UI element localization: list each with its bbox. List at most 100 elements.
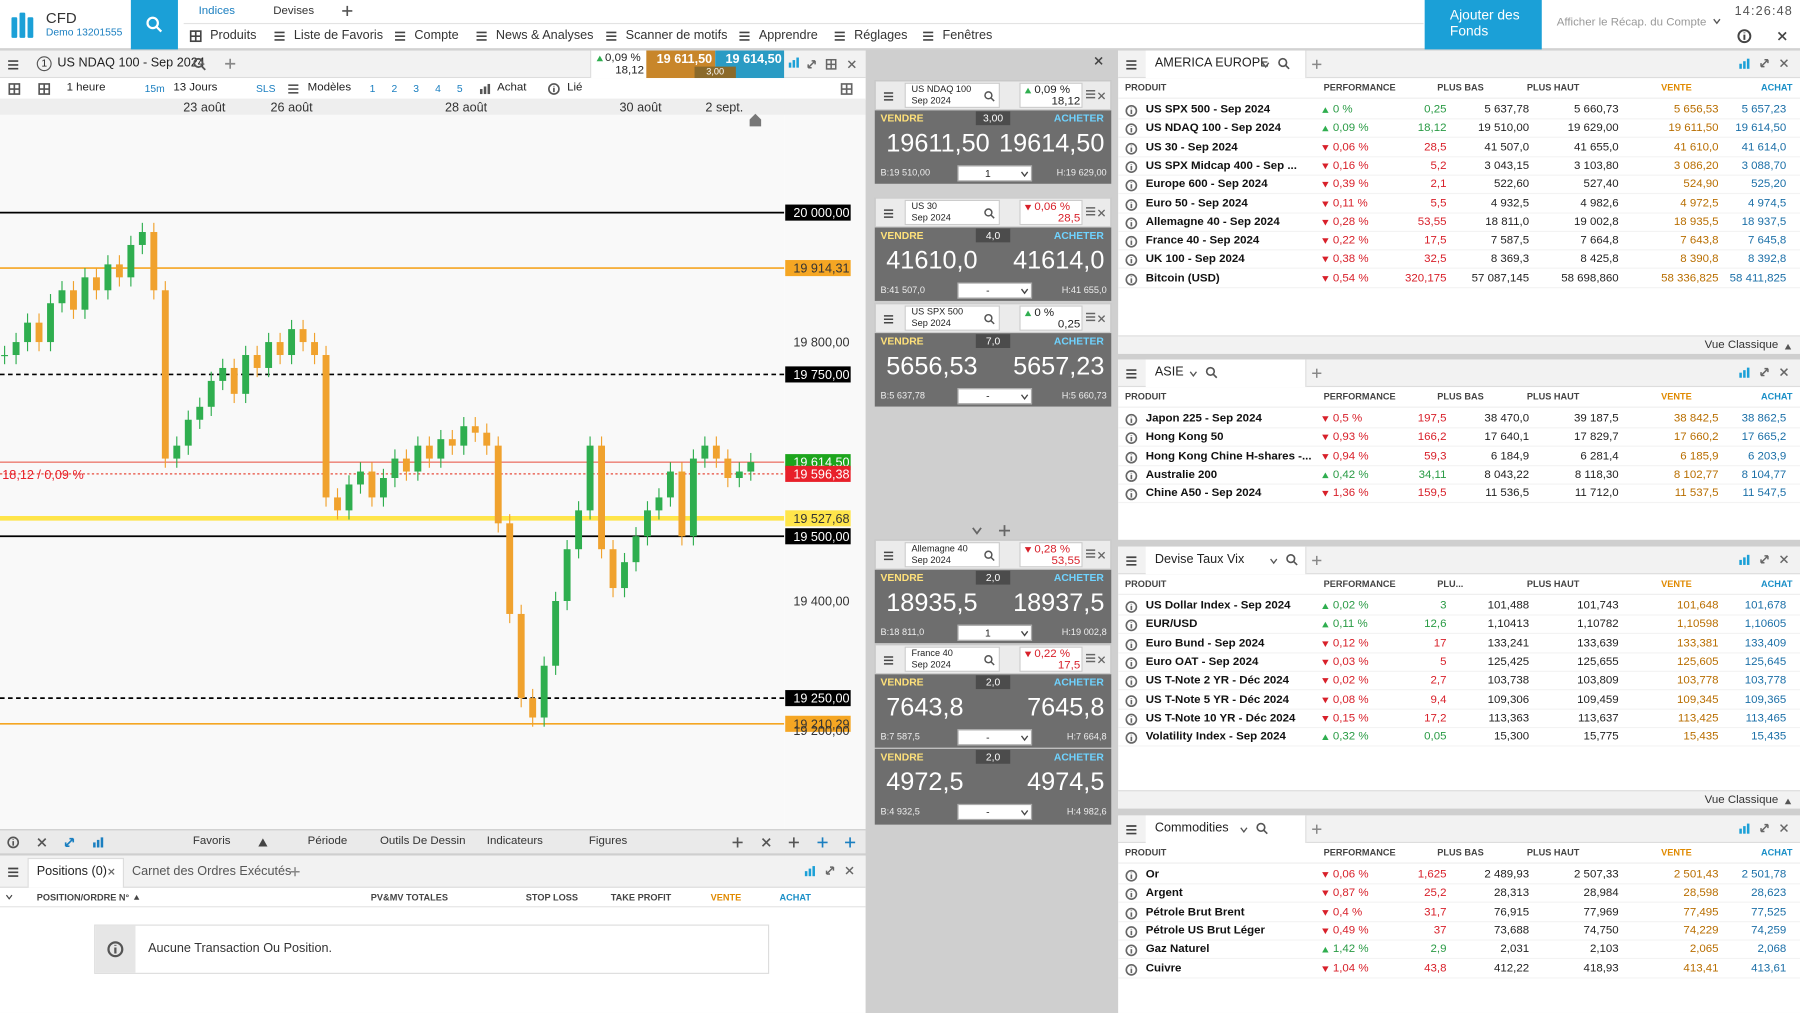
plus-icon[interactable] bbox=[289, 866, 300, 877]
side[interactable]: Achat bbox=[497, 81, 527, 95]
ticket-sell-button[interactable]: 5656,53 bbox=[877, 349, 992, 383]
ticket-sell-button[interactable]: 7643,8 bbox=[877, 690, 992, 724]
watchlist-row[interactable]: Euro 50 - Sep 2024 0,11 % 5,5 4 932,5 4 982,… bbox=[1118, 195, 1800, 214]
plus-icon[interactable] bbox=[731, 836, 744, 849]
account-recap[interactable]: Afficher le Récap. du Compte bbox=[1556, 16, 1707, 29]
add-funds-button[interactable]: Ajouter des Fonds bbox=[1424, 0, 1542, 50]
close-icon[interactable] bbox=[1778, 57, 1789, 68]
plus-icon[interactable] bbox=[1311, 59, 1322, 70]
close-icon[interactable] bbox=[107, 867, 116, 876]
toolbar-button[interactable]: Favoris bbox=[192, 834, 231, 848]
watchlist-row[interactable]: US NDAQ 100 - Sep 2024 0,09 % 18,12 19 510,… bbox=[1118, 120, 1800, 139]
watchlist-row[interactable]: Chine A50 - Sep 2024 1,36 % 159,5 11 536,5 1… bbox=[1118, 485, 1800, 504]
quantity-input[interactable]: - bbox=[957, 803, 1033, 821]
toolbar-button[interactable]: Figures bbox=[588, 834, 628, 848]
watchlist-row[interactable]: Euro Bund - Sep 2024 0,12 % 17 133,241 133,6… bbox=[1118, 635, 1800, 654]
close-icon[interactable] bbox=[844, 865, 855, 876]
watchlist-row[interactable]: France 40 - Sep 2024 0,22 % 17,5 7 587,5 7 6… bbox=[1118, 232, 1800, 251]
ticket-sell-button[interactable]: 18935,5 bbox=[877, 586, 992, 620]
plus-icon[interactable] bbox=[341, 5, 354, 18]
slot-button[interactable]: 1 bbox=[369, 82, 376, 95]
ticket-buy-button[interactable]: 18937,5 bbox=[994, 586, 1109, 620]
watchlist-row[interactable]: Bitcoin (USD) 0,54 % 320,175 57 087,145 58 6… bbox=[1118, 270, 1800, 288]
tab[interactable]: Carnet des Ordres Exécutés bbox=[132, 864, 292, 879]
watchlist-row[interactable]: US 30 - Sep 2024 0,06 % 28,5 41 507,0 41 655… bbox=[1118, 139, 1800, 157]
plus-icon[interactable] bbox=[788, 836, 801, 849]
watchlist-row[interactable]: US SPX Midcap 400 - Sep ... 0,16 % 5,2 3 04… bbox=[1118, 157, 1800, 176]
watchlist-row[interactable]: Or 0,06 % 1,625 2 489,93 2 507,33 2 501,43 2 5… bbox=[1118, 866, 1800, 885]
slot-button[interactable]: 5 bbox=[456, 82, 463, 95]
watchlist-row[interactable]: US T-Note 5 YR - Déc 2024 0,08 % 9,4 109,30… bbox=[1118, 691, 1800, 710]
ticket-buy-button[interactable]: 7645,8 bbox=[994, 690, 1109, 724]
ticket-buy-button[interactable]: 5657,23 bbox=[994, 349, 1109, 383]
close-icon[interactable] bbox=[1778, 366, 1789, 377]
watchlist-row[interactable]: Cuivre 1,04 % 43,8 412,22 418,93 413,41 413,61 bbox=[1118, 960, 1800, 978]
watchlist-row[interactable]: Gaz Naturel 1,42 % 2,9 2,031 2,103 2,065 2,068 bbox=[1118, 941, 1800, 960]
plus-icon[interactable] bbox=[224, 57, 237, 70]
watchlist-row[interactable]: US SPX 500 - Sep 2024 0 % 0,25 5 637,78 5 66… bbox=[1118, 101, 1800, 120]
watchlist-row[interactable]: EUR/USD 0,11 % 12,6 1,10413 1,10782 1,10598 1,… bbox=[1118, 616, 1800, 635]
watchlist-row[interactable]: UK 100 - Sep 2024 0,38 % 32,5 8 369,3 8 425,… bbox=[1118, 251, 1800, 270]
plus-icon[interactable] bbox=[816, 836, 829, 849]
close-icon[interactable] bbox=[1096, 314, 1106, 324]
tab[interactable]: Indices bbox=[198, 4, 235, 18]
close-icon[interactable] bbox=[1096, 208, 1106, 218]
quantity-input[interactable]: 1 bbox=[957, 624, 1033, 641]
tickets-close[interactable] bbox=[1091, 53, 1107, 69]
watchlist-row[interactable]: Japon 225 - Sep 2024 0,5 % 197,5 38 470,0 39… bbox=[1118, 410, 1800, 429]
plus-icon[interactable] bbox=[1311, 555, 1322, 566]
menu-item[interactable]: Fenêtres bbox=[942, 28, 993, 43]
ticket-buy-button[interactable]: 41614,0 bbox=[994, 243, 1109, 277]
watchlist-row[interactable]: US T-Note 10 YR - Déc 2024 0,15 % 17,2 113,… bbox=[1118, 710, 1800, 728]
watchlist-name[interactable]: AMERICA EUROPE bbox=[1154, 56, 1269, 71]
plus-icon[interactable] bbox=[1311, 368, 1322, 379]
watchlist-row[interactable]: Hong Kong 50 0,93 % 166,2 17 640,1 17 829,7 1… bbox=[1118, 429, 1800, 448]
watchlist-row[interactable]: Hong Kong Chine H-shares -... 0,94 % 59,3 6… bbox=[1118, 447, 1800, 466]
watchlist-row[interactable]: Volatility Index - Sep 2024 0,32 % 0,05 15,… bbox=[1118, 728, 1800, 747]
quantity-input[interactable]: - bbox=[957, 282, 1033, 299]
watchlist-row[interactable]: Euro OAT - Sep 2024 0,03 % 5 125,425 125,655… bbox=[1118, 653, 1800, 672]
close-icon[interactable] bbox=[1096, 550, 1106, 560]
quantity-input[interactable]: 1 bbox=[957, 165, 1033, 182]
menu-item[interactable]: Scanner de motifs bbox=[625, 28, 728, 43]
ticket-sell-button[interactable]: 41610,0 bbox=[877, 243, 992, 277]
tab[interactable]: Positions (0) bbox=[36, 864, 107, 879]
toolbar-button[interactable]: Outils De Dessin bbox=[379, 834, 466, 848]
close-icon[interactable] bbox=[1096, 91, 1106, 101]
slot-button[interactable]: 4 bbox=[435, 82, 441, 95]
watchlist-row[interactable]: US Dollar Index - Sep 2024 0,02 % 3 101,488… bbox=[1118, 597, 1800, 616]
close-icon[interactable] bbox=[1778, 822, 1789, 833]
slot-button[interactable]: 2 bbox=[391, 82, 398, 95]
menu-item[interactable]: Produits bbox=[210, 28, 257, 43]
slot-button[interactable]: 3 bbox=[413, 82, 420, 95]
models[interactable]: Modèles bbox=[307, 81, 352, 95]
watchlist-row[interactable]: Pétrole Brut Brent 0,4 % 31,7 76,915 77,969 7… bbox=[1118, 903, 1800, 922]
toolbar-button[interactable]: Période bbox=[307, 834, 348, 848]
menu-item[interactable]: News & Analyses bbox=[495, 28, 594, 43]
plus-icon[interactable] bbox=[844, 836, 857, 849]
link[interactable]: Lié bbox=[567, 81, 583, 95]
range[interactable]: 13 Jours bbox=[173, 81, 218, 95]
buy-box[interactable]: 19 614,50 bbox=[715, 50, 785, 79]
search-button[interactable] bbox=[130, 0, 178, 50]
menu-item[interactable]: Compte bbox=[414, 28, 459, 43]
menu-item[interactable]: Réglages bbox=[854, 28, 908, 43]
interval[interactable]: 15m bbox=[144, 82, 165, 95]
watchlist-row[interactable]: Allemagne 40 - Sep 2024 0,28 % 53,55 18 811… bbox=[1118, 213, 1800, 232]
close-icon[interactable] bbox=[1776, 30, 1789, 43]
plus-icon[interactable] bbox=[1311, 823, 1322, 834]
watchlist-name[interactable]: Commodities bbox=[1154, 821, 1229, 835]
period[interactable]: 1 heure bbox=[66, 81, 106, 95]
watchlist-row[interactable]: US T-Note 2 YR - Déc 2024 0,02 % 2,7 103,73… bbox=[1118, 672, 1800, 691]
close-icon[interactable] bbox=[760, 836, 773, 849]
quantity-input[interactable]: - bbox=[957, 388, 1033, 405]
menu-item[interactable]: Apprendre bbox=[758, 28, 818, 43]
toolbar-button[interactable]: Indicateurs bbox=[486, 834, 543, 848]
ticket-sell-button[interactable]: 19611,50 bbox=[877, 126, 992, 160]
tab[interactable]: Devises bbox=[273, 4, 315, 18]
close-icon[interactable] bbox=[1096, 655, 1106, 665]
watchlist-row[interactable]: Australie 200 0,42 % 34,11 8 043,22 8 118,30… bbox=[1118, 466, 1800, 485]
watchlist-row[interactable]: Pétrole US Brut Léger 0,49 % 37 73,688 74,75… bbox=[1118, 922, 1800, 941]
quantity-input[interactable]: - bbox=[957, 729, 1033, 746]
close-icon[interactable] bbox=[846, 59, 857, 70]
